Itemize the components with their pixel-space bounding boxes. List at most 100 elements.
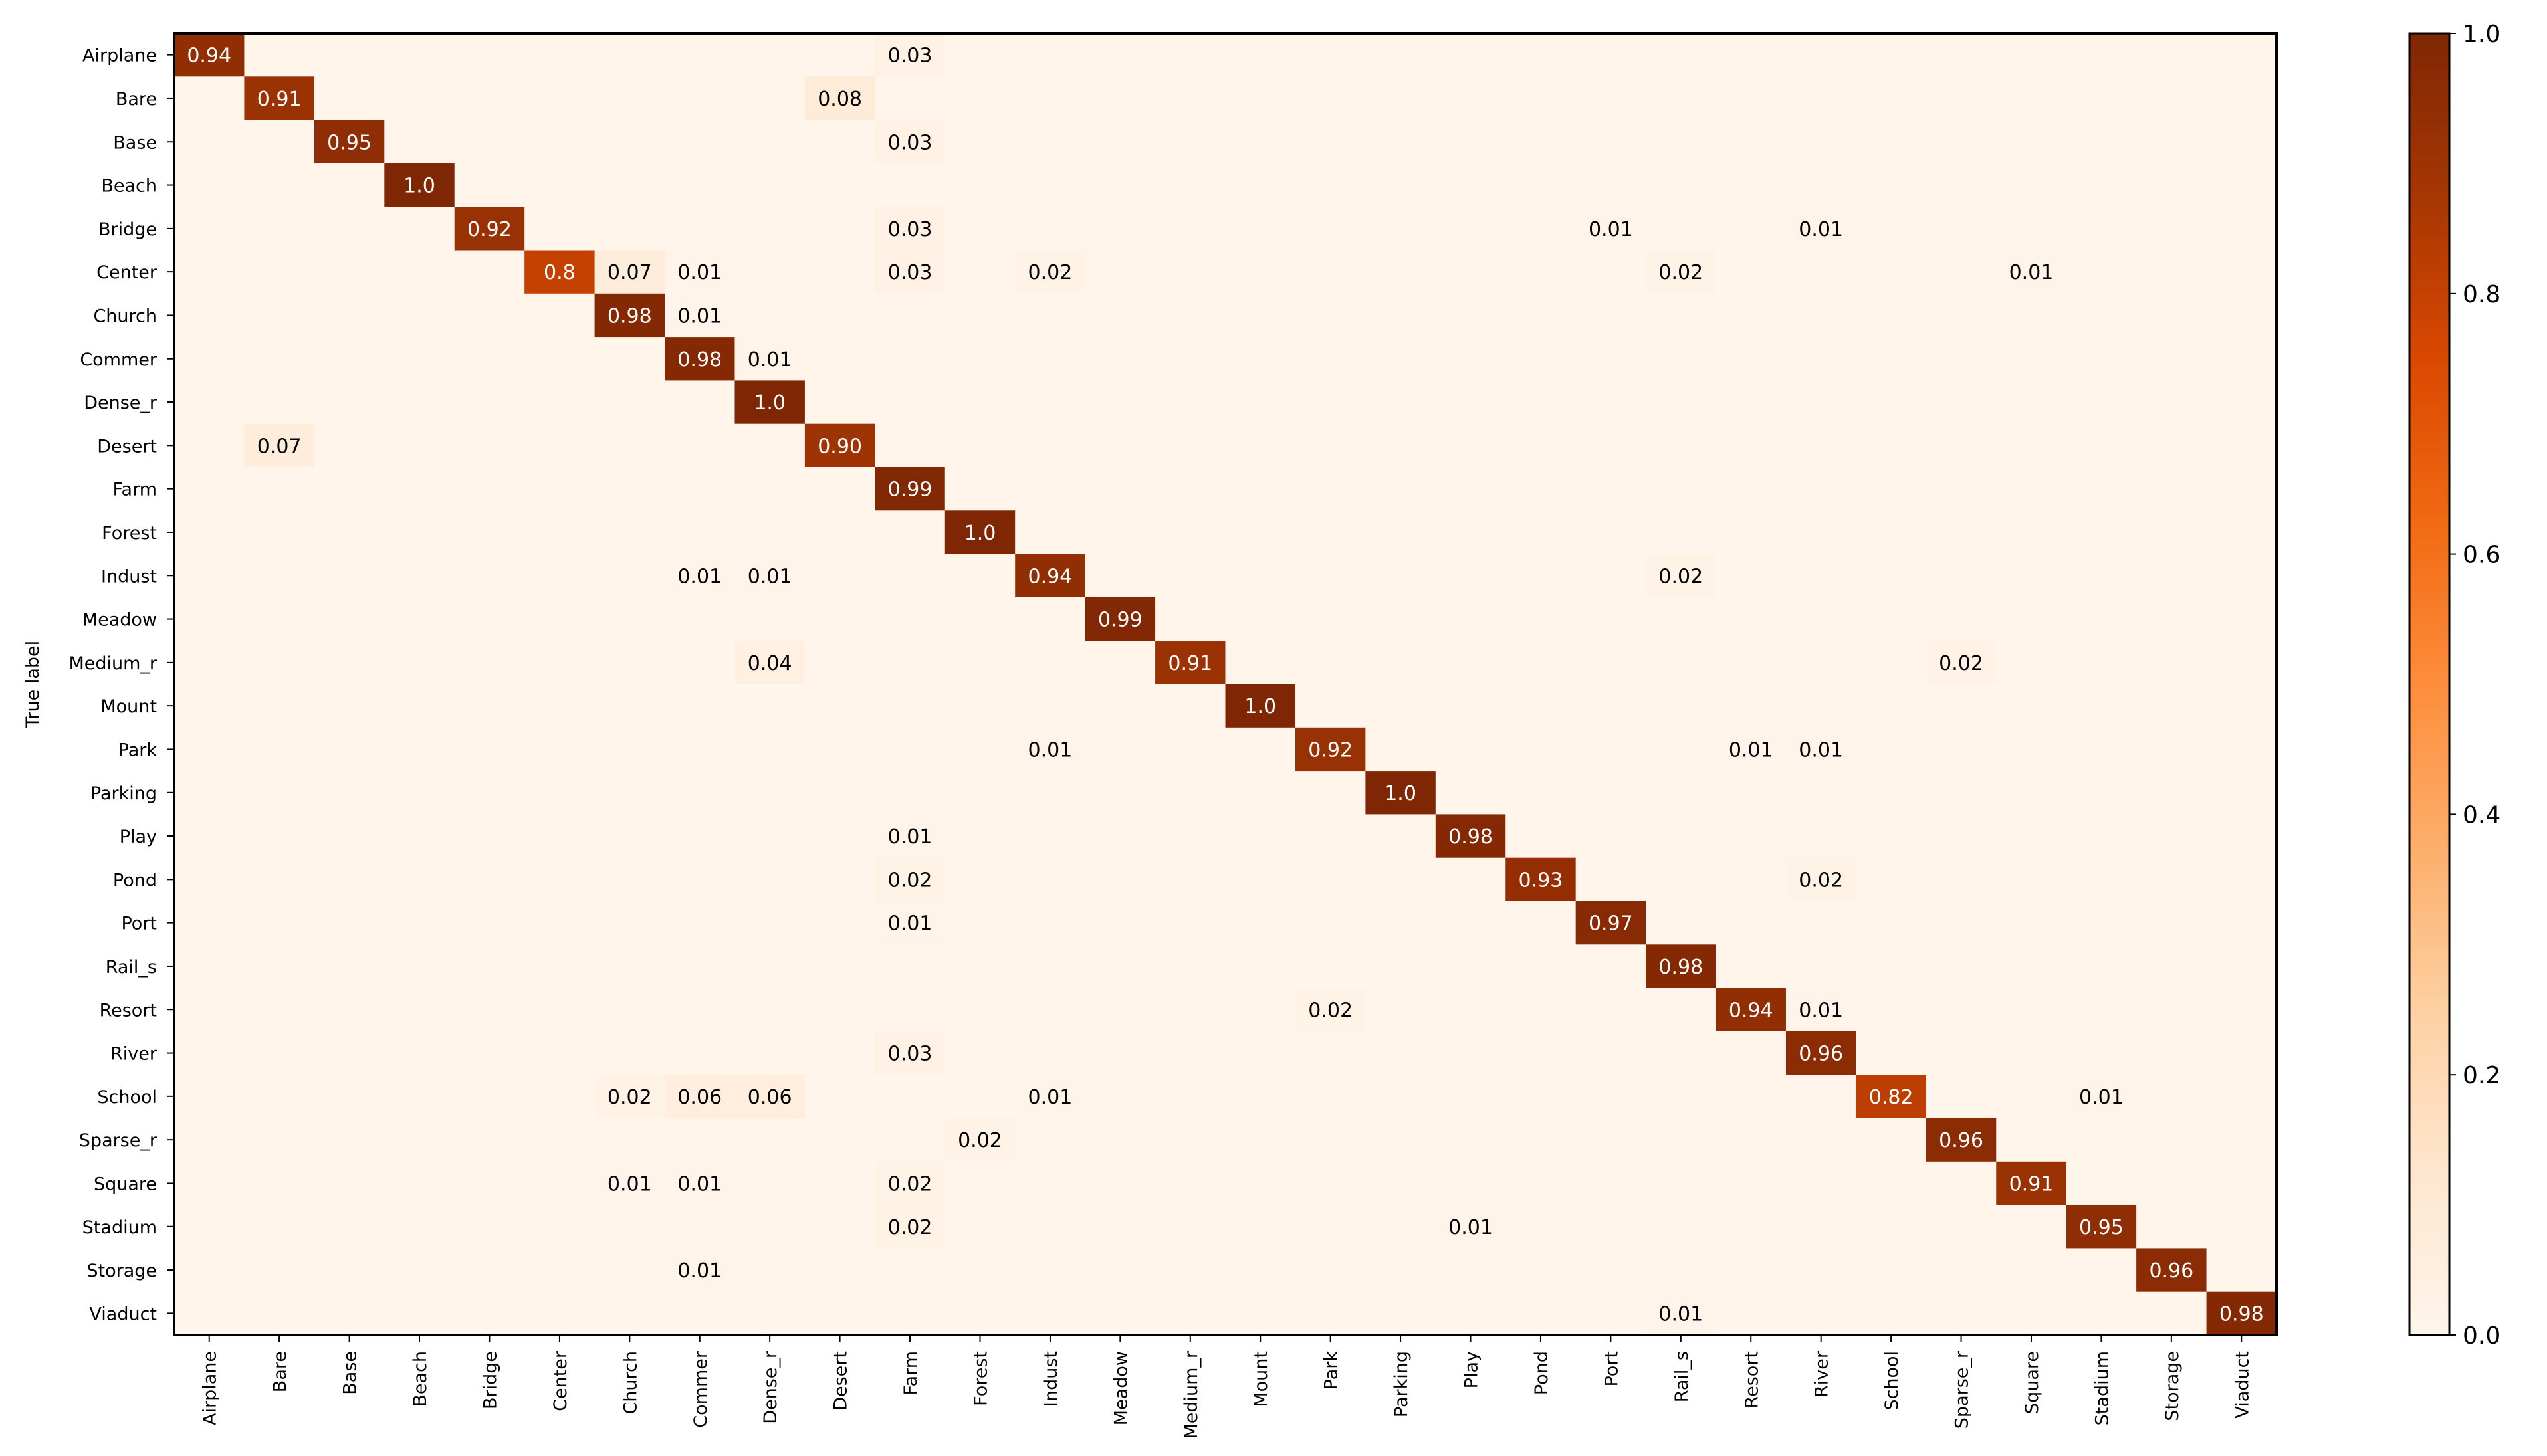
heatmap-cell bbox=[1015, 771, 1086, 815]
heatmap-cell bbox=[2206, 857, 2277, 902]
heatmap-cell bbox=[875, 510, 946, 555]
heatmap-cell bbox=[1295, 1205, 1366, 1249]
heatmap-cell bbox=[1435, 467, 1506, 511]
heatmap-cell bbox=[454, 33, 525, 77]
heatmap-cell bbox=[944, 1031, 1016, 1075]
heatmap-cell bbox=[244, 207, 315, 251]
heatmap-cell bbox=[454, 1031, 525, 1075]
heatmap-cell bbox=[1926, 988, 1997, 1032]
heatmap-cell bbox=[244, 467, 315, 511]
heatmap-cell bbox=[314, 1248, 385, 1293]
heatmap-cell bbox=[384, 1031, 455, 1075]
heatmap-cell bbox=[1295, 293, 1366, 338]
heatmap-cell bbox=[1505, 1291, 1577, 1336]
heatmap-cell bbox=[1365, 857, 1436, 902]
heatmap-cell bbox=[1646, 423, 1717, 468]
heatmap-cell bbox=[1856, 771, 1927, 815]
heatmap-cell bbox=[1155, 33, 1226, 77]
heatmap-cell bbox=[1575, 641, 1646, 685]
heatmap-cell bbox=[665, 163, 736, 207]
heatmap-cell bbox=[314, 597, 385, 641]
heatmap-cell bbox=[1225, 163, 1296, 207]
heatmap-cell bbox=[454, 163, 525, 207]
heatmap-cell bbox=[1646, 467, 1717, 511]
cell-value-label: 0.91 bbox=[2009, 1172, 2054, 1196]
heatmap-cell bbox=[1926, 857, 1997, 902]
heatmap-cell bbox=[665, 510, 736, 555]
heatmap-cell bbox=[454, 1161, 525, 1205]
heatmap-cell bbox=[1365, 423, 1436, 468]
heatmap-cell bbox=[1856, 380, 1927, 425]
heatmap-cell bbox=[594, 771, 665, 815]
heatmap-cell bbox=[1155, 727, 1226, 772]
heatmap-cell bbox=[2066, 1205, 2137, 1249]
heatmap-cell bbox=[1646, 337, 1717, 381]
heatmap-cell bbox=[1365, 1248, 1436, 1293]
heatmap-cell bbox=[804, 857, 875, 902]
heatmap-cell bbox=[1926, 944, 1997, 989]
heatmap-cell bbox=[1085, 554, 1156, 598]
heatmap-cell bbox=[804, 250, 875, 294]
heatmap-cell bbox=[2136, 1118, 2207, 1162]
heatmap-cell bbox=[804, 510, 875, 555]
heatmap-cell bbox=[1085, 597, 1156, 641]
heatmap-cell bbox=[244, 1031, 315, 1075]
heatmap-cell bbox=[665, 207, 736, 251]
heatmap-cell bbox=[1926, 1075, 1997, 1119]
heatmap-cell bbox=[1575, 684, 1646, 728]
heatmap-cell bbox=[1155, 1075, 1226, 1119]
cell-value-label: 0.02 bbox=[958, 1129, 1002, 1152]
heatmap-cell bbox=[2136, 510, 2207, 555]
heatmap-cell bbox=[1505, 771, 1577, 815]
heatmap-cell bbox=[524, 597, 596, 641]
heatmap-cell bbox=[1785, 1118, 1856, 1162]
heatmap-cell bbox=[1155, 250, 1226, 294]
heatmap-cell bbox=[524, 380, 596, 425]
heatmap-cell bbox=[665, 120, 736, 164]
cell-value-label: 0.8 bbox=[544, 261, 576, 284]
heatmap-cell bbox=[1505, 380, 1577, 425]
heatmap-cell bbox=[1716, 988, 1787, 1032]
heatmap-cell bbox=[1646, 988, 1717, 1032]
heatmap-cell bbox=[594, 684, 665, 728]
y-tick-label: Park bbox=[118, 740, 158, 760]
heatmap-cell bbox=[1085, 293, 1156, 338]
heatmap-cell bbox=[2066, 988, 2137, 1032]
cell-value-label: 1.0 bbox=[754, 391, 786, 415]
heatmap-cell bbox=[1225, 207, 1296, 251]
heatmap-cell bbox=[734, 944, 806, 989]
heatmap-cell bbox=[734, 1205, 806, 1249]
heatmap-cell bbox=[944, 1291, 1016, 1336]
heatmap-cell bbox=[454, 250, 525, 294]
heatmap-cell bbox=[1085, 120, 1156, 164]
heatmap-cell bbox=[1926, 814, 1997, 859]
heatmap-cell bbox=[384, 380, 455, 425]
heatmap-cell bbox=[244, 597, 315, 641]
heatmap-cell bbox=[2066, 163, 2137, 207]
heatmap-cell bbox=[875, 76, 946, 121]
heatmap-cells bbox=[174, 33, 2277, 1336]
heatmap-cell bbox=[1225, 1161, 1296, 1205]
heatmap-cell bbox=[2066, 337, 2137, 381]
heatmap-cell bbox=[1646, 857, 1717, 902]
heatmap-cell bbox=[524, 727, 596, 772]
heatmap-cell bbox=[2136, 250, 2207, 294]
cell-value-label: 0.01 bbox=[1658, 1302, 1703, 1326]
heatmap-cell bbox=[2136, 1161, 2207, 1205]
cell-value-label: 0.01 bbox=[748, 565, 792, 588]
heatmap-cell bbox=[1926, 1031, 1997, 1075]
heatmap-cell bbox=[2206, 76, 2277, 121]
heatmap-cell bbox=[384, 684, 455, 728]
heatmap-cell bbox=[2136, 467, 2207, 511]
cell-value-label: 0.91 bbox=[1168, 652, 1212, 675]
heatmap-cell bbox=[1505, 814, 1577, 859]
heatmap-cell bbox=[734, 1075, 806, 1119]
heatmap-cell bbox=[594, 163, 665, 207]
heatmap-cell bbox=[594, 554, 665, 598]
heatmap-cell bbox=[1015, 250, 1086, 294]
heatmap-cell bbox=[734, 120, 806, 164]
heatmap-cell bbox=[1225, 944, 1296, 989]
heatmap-cell bbox=[734, 1031, 806, 1075]
heatmap-cell bbox=[1646, 207, 1717, 251]
x-tick-label: Base bbox=[340, 1351, 361, 1395]
